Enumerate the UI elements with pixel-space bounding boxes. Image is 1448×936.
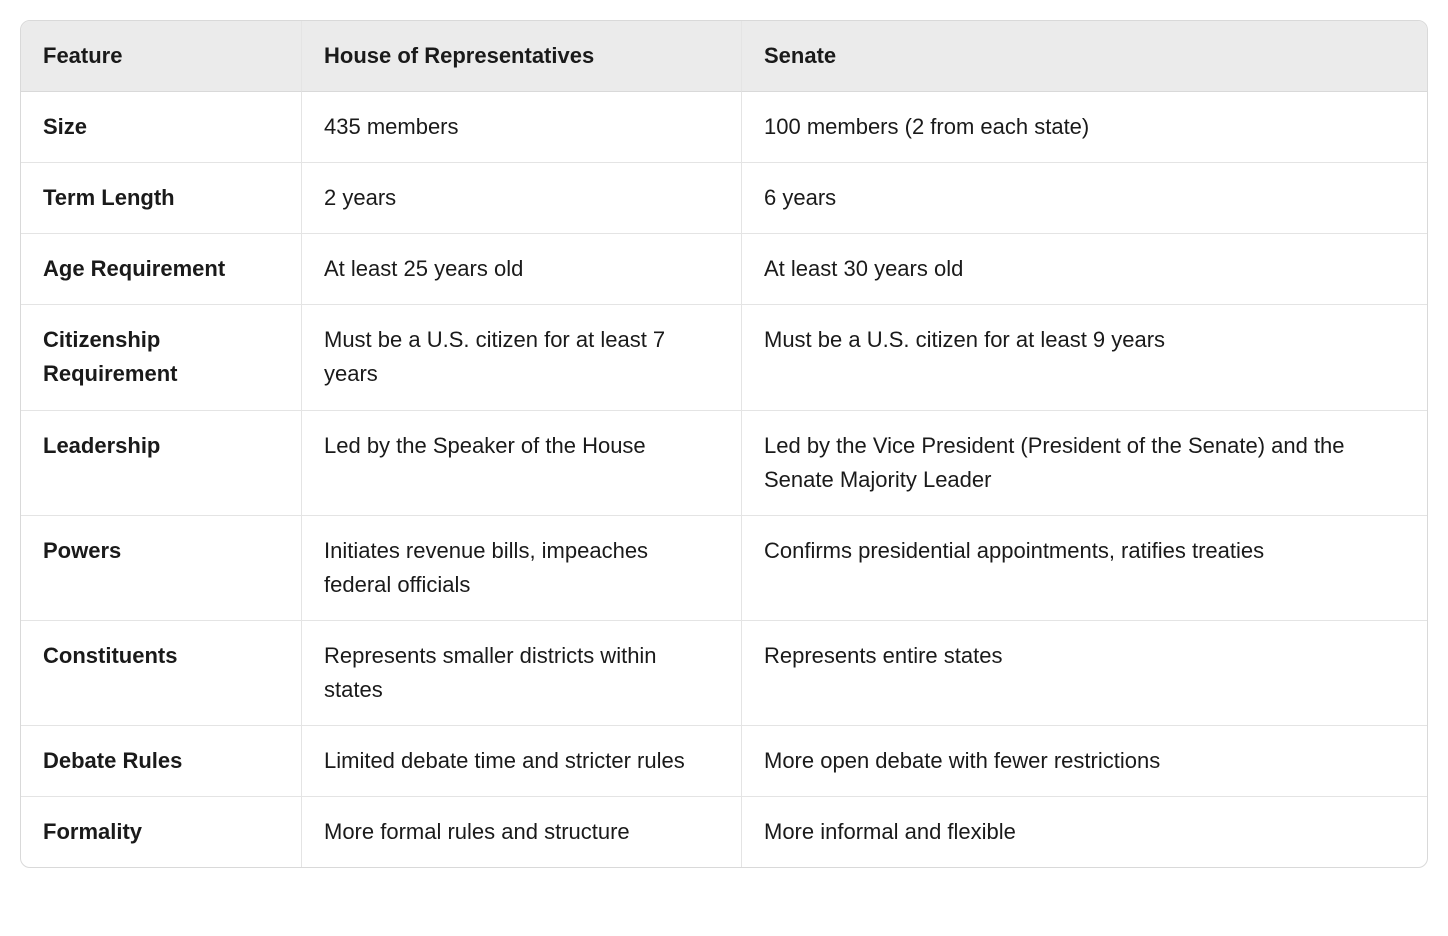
cell-house: Initiates revenue bills, impeaches feder… — [301, 516, 741, 621]
cell-feature: Powers — [21, 516, 301, 621]
cell-senate: Led by the Vice President (President of … — [741, 411, 1427, 516]
cell-feature: Leadership — [21, 411, 301, 516]
col-header-feature: Feature — [21, 21, 301, 92]
cell-senate: Confirms presidential appointments, rati… — [741, 516, 1427, 621]
comparison-table: Feature House of Representatives Senate … — [20, 20, 1428, 868]
col-header-house: House of Representatives — [301, 21, 741, 92]
table-row: Leadership Led by the Speaker of the Hou… — [21, 411, 1427, 516]
col-header-senate: Senate — [741, 21, 1427, 92]
table-row: Constituents Represents smaller district… — [21, 621, 1427, 726]
cell-feature: Term Length — [21, 163, 301, 234]
cell-senate: 6 years — [741, 163, 1427, 234]
cell-senate: Must be a U.S. citizen for at least 9 ye… — [741, 305, 1427, 410]
cell-feature: Age Requirement — [21, 234, 301, 305]
cell-house: Represents smaller districts within stat… — [301, 621, 741, 726]
table-row: Citizenship Requirement Must be a U.S. c… — [21, 305, 1427, 410]
cell-senate: Represents entire states — [741, 621, 1427, 726]
cell-senate: More informal and flexible — [741, 797, 1427, 867]
cell-house: At least 25 years old — [301, 234, 741, 305]
cell-house: More formal rules and structure — [301, 797, 741, 867]
cell-senate: More open debate with fewer restrictions — [741, 726, 1427, 797]
cell-feature: Constituents — [21, 621, 301, 726]
cell-house: Limited debate time and stricter rules — [301, 726, 741, 797]
comparison-table-container: Feature House of Representatives Senate … — [20, 20, 1428, 868]
table-row: Debate Rules Limited debate time and str… — [21, 726, 1427, 797]
table-row: Powers Initiates revenue bills, impeache… — [21, 516, 1427, 621]
table-row: Size 435 members 100 members (2 from eac… — [21, 92, 1427, 163]
table-header-row: Feature House of Representatives Senate — [21, 21, 1427, 92]
cell-feature: Citizenship Requirement — [21, 305, 301, 410]
cell-house: 2 years — [301, 163, 741, 234]
cell-senate: 100 members (2 from each state) — [741, 92, 1427, 163]
table-row: Age Requirement At least 25 years old At… — [21, 234, 1427, 305]
table-row: Term Length 2 years 6 years — [21, 163, 1427, 234]
cell-house: Must be a U.S. citizen for at least 7 ye… — [301, 305, 741, 410]
cell-house: 435 members — [301, 92, 741, 163]
table-row: Formality More formal rules and structur… — [21, 797, 1427, 867]
cell-feature: Debate Rules — [21, 726, 301, 797]
cell-senate: At least 30 years old — [741, 234, 1427, 305]
cell-house: Led by the Speaker of the House — [301, 411, 741, 516]
cell-feature: Formality — [21, 797, 301, 867]
cell-feature: Size — [21, 92, 301, 163]
